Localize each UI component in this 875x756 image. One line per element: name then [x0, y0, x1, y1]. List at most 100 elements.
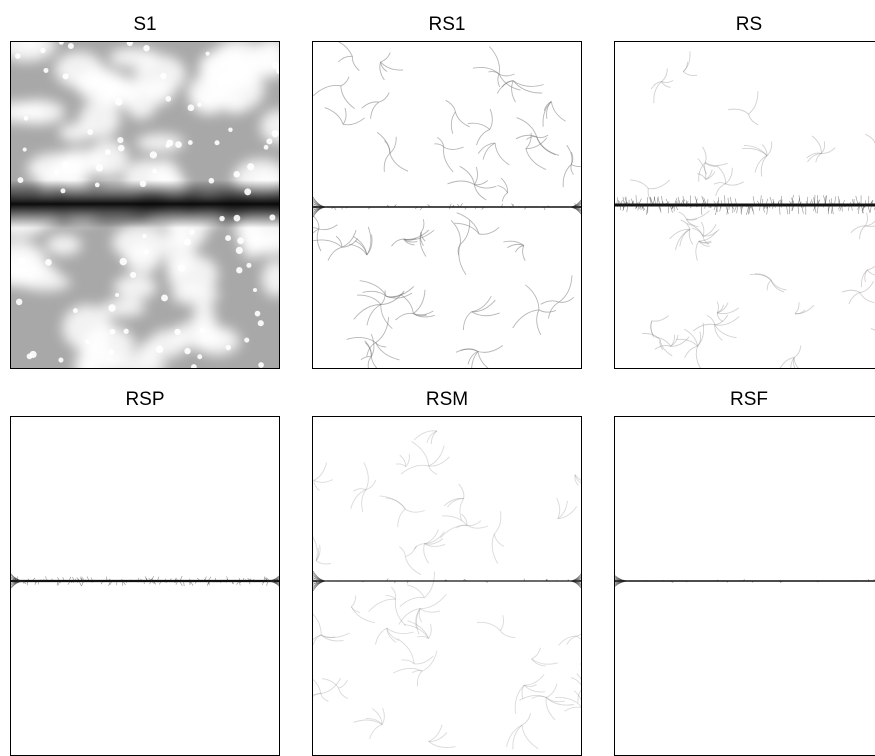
network-strand	[364, 462, 369, 489]
s1-blob	[102, 299, 146, 317]
s1-bright-dot	[24, 116, 29, 121]
network-strand	[444, 147, 454, 172]
network-strand	[381, 290, 385, 304]
network-strand	[352, 56, 359, 70]
network-strand	[546, 698, 565, 702]
s1-bright-dot	[244, 188, 251, 195]
network-strand	[865, 213, 867, 226]
network-strand	[474, 167, 477, 185]
panel-title-rsf: RSF	[614, 389, 875, 411]
s1-bright-dot	[161, 295, 168, 302]
network-strand	[343, 108, 346, 124]
network-strand	[717, 166, 725, 184]
network-strand	[386, 596, 396, 600]
s1-bright-dot	[237, 237, 244, 244]
svg-rs1-strands	[313, 42, 582, 369]
network-strand	[513, 81, 542, 93]
s1-bright-dot	[272, 62, 280, 70]
s1-bright-dot	[178, 264, 185, 271]
network-strand	[822, 141, 825, 153]
network-strand	[526, 137, 536, 140]
svg-rsm-strands	[313, 431, 582, 750]
network-strand	[367, 235, 372, 255]
network-strand	[744, 145, 767, 155]
network-strand	[381, 53, 391, 62]
s1-bright-dot	[118, 145, 125, 152]
network-strand	[577, 636, 582, 640]
panel-title-s1: S1	[10, 14, 280, 36]
s1-blob	[125, 243, 160, 274]
network-strand	[454, 223, 479, 234]
network-strand	[532, 659, 558, 664]
s1-bright-dot	[110, 329, 116, 335]
network-strand	[571, 164, 582, 166]
s1-bright-dot	[95, 182, 100, 187]
network-strand	[726, 182, 744, 185]
network-strand	[396, 464, 406, 467]
s1-bright-dot	[258, 362, 264, 368]
network-strand	[321, 694, 329, 702]
s1-bright-dot	[156, 346, 163, 353]
rsp-network	[11, 417, 280, 756]
panel-image-s1	[10, 41, 280, 369]
s1-bright-dot	[63, 73, 69, 79]
network-strand	[860, 281, 874, 292]
s1-bright-dot	[150, 151, 157, 158]
network-strand	[565, 707, 582, 711]
network-strand	[368, 357, 371, 369]
network-strand	[425, 530, 439, 544]
s1-bright-dot	[143, 45, 149, 51]
network-strand	[367, 227, 371, 255]
network-strand	[407, 585, 425, 598]
s1-bright-dot	[54, 169, 59, 174]
panel-image-rs	[614, 41, 875, 369]
network-strand	[867, 257, 875, 270]
network-strand	[525, 285, 539, 310]
network-strand	[371, 102, 379, 119]
s1-bright-dot	[222, 61, 227, 66]
s1-bright-dot	[197, 103, 201, 107]
s1-bright-dot	[271, 130, 278, 137]
s1-bright-dot	[225, 235, 231, 241]
network-strand	[539, 310, 556, 312]
network-strand	[398, 509, 406, 527]
s1-bright-dot	[253, 288, 257, 292]
network-strand	[865, 134, 875, 145]
s1-bright-dot	[236, 267, 242, 273]
network-strand	[851, 226, 865, 233]
s1-bright-dot	[115, 293, 119, 297]
network-strand	[339, 688, 348, 699]
network-strand	[342, 230, 356, 247]
network-strand	[429, 741, 456, 747]
panel-title-rs1: RS1	[312, 14, 582, 36]
s1-bright-dot	[58, 357, 63, 362]
s1-bright-dot	[160, 73, 166, 79]
network-strand	[577, 618, 582, 636]
network-strand	[339, 680, 348, 688]
network-strand	[532, 648, 541, 659]
network-strand	[513, 725, 522, 749]
network-strand	[477, 622, 500, 630]
svg-rs-band	[615, 195, 875, 215]
network-strand	[313, 533, 317, 561]
network-strand	[313, 216, 319, 229]
network-strand	[479, 227, 499, 234]
s1-bright-dot	[184, 348, 190, 354]
s1-bright-dot	[18, 258, 25, 265]
network-strand	[795, 302, 799, 314]
network-strand	[405, 509, 424, 512]
network-strand	[396, 313, 414, 320]
network-strand	[492, 534, 498, 564]
network-strand	[313, 85, 341, 95]
s1-bright-dot	[188, 140, 193, 145]
network-strand	[767, 280, 771, 290]
network-strand	[526, 149, 546, 170]
network-strand	[473, 67, 499, 74]
s1-bright-dot	[219, 216, 224, 221]
s1-bright-dot	[247, 163, 254, 170]
network-strand	[319, 225, 338, 230]
s1-bright-dot	[255, 311, 261, 317]
s1-bright-dot	[96, 164, 104, 172]
network-strand	[499, 74, 514, 76]
network-strand	[537, 135, 548, 137]
